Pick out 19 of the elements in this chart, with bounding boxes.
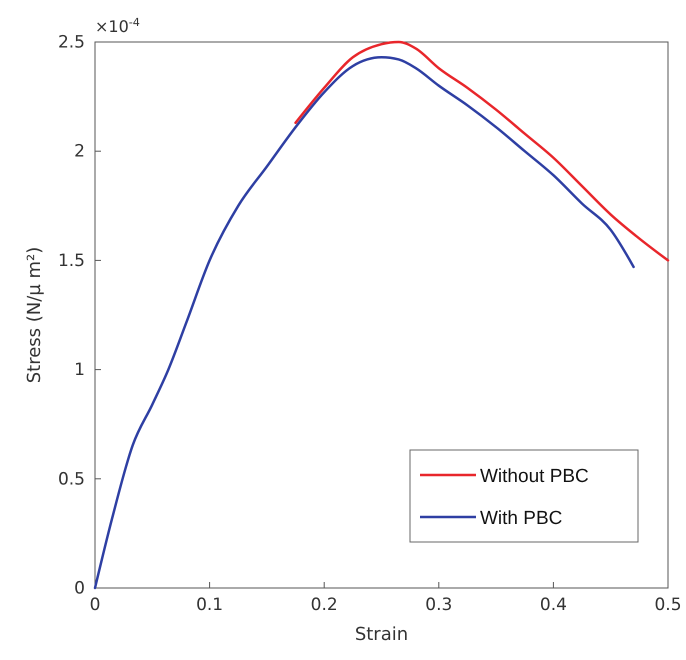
y-tick-label: 2 bbox=[74, 142, 85, 162]
y-tick-label: 0 bbox=[74, 578, 85, 598]
y-tick-label: 1 bbox=[74, 360, 85, 380]
x-tick-label: 0.3 bbox=[425, 595, 452, 616]
y-tick-label: 1.5 bbox=[58, 250, 85, 271]
line-series bbox=[94, 56, 635, 590]
legend-label: Without PBC bbox=[480, 466, 589, 487]
x-tick-label: 0.4 bbox=[540, 595, 567, 616]
x-tick-label: 0.5 bbox=[654, 595, 682, 616]
legend-label: With PBC bbox=[480, 508, 562, 529]
text: ×10$^{-4}$ bbox=[95, 16, 140, 36]
x-tick-label: 0 bbox=[90, 595, 100, 616]
x-axis-title: Strain bbox=[354, 624, 408, 645]
y-axis-title: Stress (N/μ m²) bbox=[24, 246, 45, 384]
y-tick-label: 0.5 bbox=[58, 469, 85, 490]
x-tick-label: 0.1 bbox=[196, 595, 224, 616]
line-series bbox=[294, 40, 670, 262]
y-tick-label: 2.5 bbox=[58, 32, 85, 52]
x-tick-label: 0.2 bbox=[310, 595, 338, 616]
